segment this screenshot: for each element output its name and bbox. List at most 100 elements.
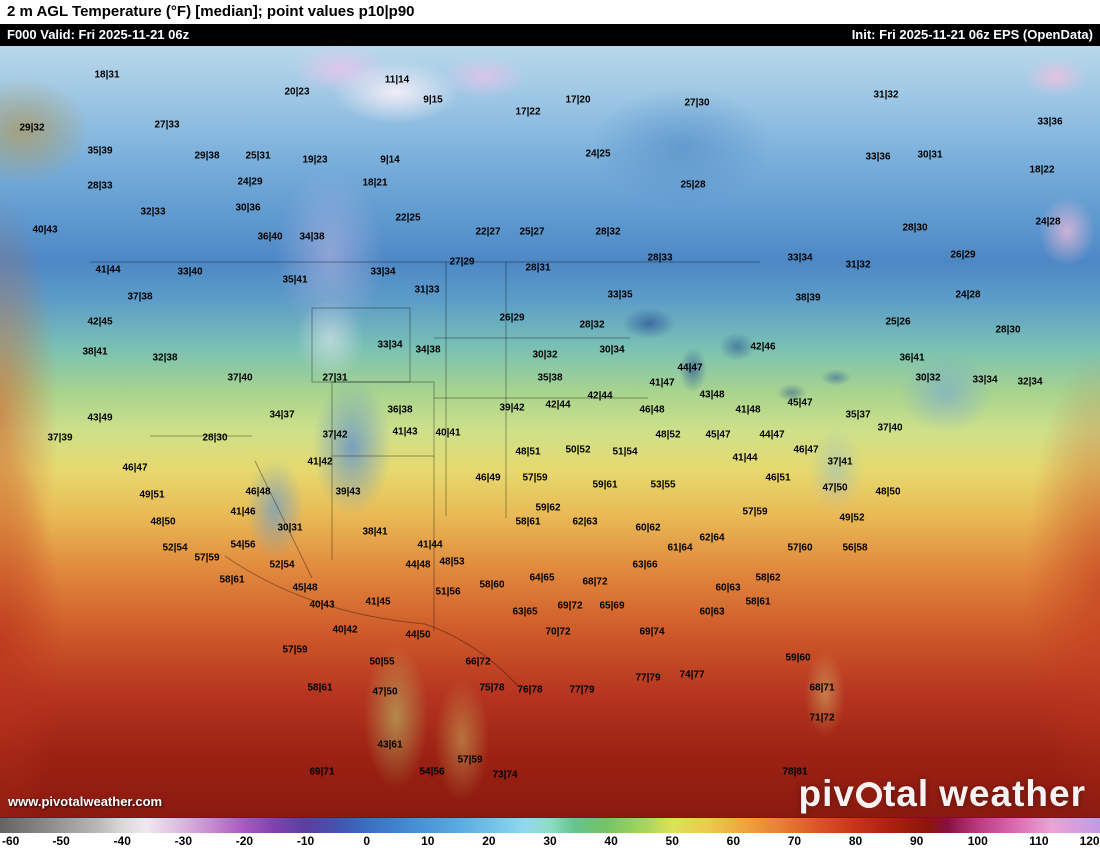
point-value: 59|62 <box>535 502 561 514</box>
point-value: 40|42 <box>332 624 358 636</box>
point-value: 33|35 <box>607 289 633 301</box>
point-value: 57|59 <box>282 644 308 656</box>
point-value: 71|72 <box>809 712 835 724</box>
point-value: 42|44 <box>587 390 613 402</box>
point-value: 34|37 <box>269 409 295 421</box>
point-value: 69|74 <box>639 626 665 638</box>
point-value: 69|72 <box>557 600 583 612</box>
point-value: 45|47 <box>705 429 731 441</box>
point-value: 48|52 <box>655 429 681 441</box>
point-value: 66|72 <box>465 656 491 668</box>
point-value: 27|29 <box>449 256 475 268</box>
colorbar-tick-label: -10 <box>296 834 315 848</box>
colorbar-tick-label: 90 <box>909 834 924 848</box>
colorbar-tick-label: 60 <box>726 834 741 848</box>
point-value: 51|56 <box>435 586 461 598</box>
colorbar-gradient <box>0 817 1100 833</box>
logo-text-tal: tal <box>882 773 930 814</box>
point-value: 17|20 <box>565 94 591 106</box>
point-value: 38|41 <box>82 346 108 358</box>
point-value: 37|40 <box>227 372 253 384</box>
point-value: 33|34 <box>370 266 396 278</box>
point-value: 60|63 <box>699 606 725 618</box>
point-value: 35|41 <box>282 274 308 286</box>
point-value: 76|78 <box>517 684 543 696</box>
point-value: 47|50 <box>372 686 398 698</box>
point-value: 41|48 <box>735 404 761 416</box>
point-value: 48|50 <box>875 486 901 498</box>
point-value: 46|47 <box>122 462 148 474</box>
point-value: 28|32 <box>579 319 605 331</box>
title-bar: 2 m AGL Temperature (°F) [median]; point… <box>0 0 1100 24</box>
point-value: 42|46 <box>750 341 776 353</box>
point-value: 37|41 <box>827 456 853 468</box>
point-value: 60|62 <box>635 522 661 534</box>
point-value: 50|52 <box>565 444 591 456</box>
pivotal-logo-ring-icon <box>855 782 882 808</box>
point-value: 30|31 <box>917 149 943 161</box>
colorbar-tick-label: 20 <box>482 834 496 848</box>
point-value: 44|47 <box>759 429 785 441</box>
point-value: 31|33 <box>414 284 440 296</box>
point-value: 28|30 <box>202 432 228 444</box>
point-value: 77|79 <box>635 672 661 684</box>
point-value: 58|61 <box>307 682 333 694</box>
colorbar: -60 -50 -40 -30 -20 -10 0 10 20 30 40 50 60 70 80 90 100… <box>0 817 1100 850</box>
point-value: 9|14 <box>380 154 400 166</box>
colorbar-tick-label: -40 <box>113 834 131 848</box>
point-value: 57|60 <box>787 542 813 554</box>
point-value: 45|47 <box>787 397 813 409</box>
point-value: 43|49 <box>87 412 113 424</box>
point-value: 43|48 <box>699 389 725 401</box>
point-value: 44|48 <box>405 559 431 571</box>
point-value: 28|30 <box>902 222 928 234</box>
point-value: 47|50 <box>822 482 848 494</box>
point-value: 57|59 <box>522 472 548 484</box>
point-value: 37|42 <box>322 429 348 441</box>
point-value: 30|31 <box>277 522 303 534</box>
point-value: 34|38 <box>415 344 441 356</box>
point-value: 52|54 <box>162 542 188 554</box>
point-value: 35|38 <box>537 372 563 384</box>
point-value: 44|47 <box>677 362 703 374</box>
valid-time-label: F000 Valid: Fri 2025-11-21 06z <box>7 27 190 42</box>
colorbar-tick-label: 120 <box>1079 834 1100 848</box>
point-value: 41|44 <box>732 452 758 464</box>
colorbar-ticks: -60 -50 -40 -30 -20 -10 0 10 20 30 40 50 60 70 80 90 100… <box>0 833 1100 850</box>
point-value: 46|47 <box>793 444 819 456</box>
point-value: 24|29 <box>237 176 263 188</box>
point-value: 38|41 <box>362 526 388 538</box>
point-value: 36|40 <box>257 231 283 243</box>
point-value: 61|64 <box>667 542 693 554</box>
point-value: 41|47 <box>649 377 675 389</box>
state-borders <box>90 261 760 687</box>
point-value: 18|21 <box>362 177 388 189</box>
pivotal-weather-logo: piv tal weather <box>799 773 1087 815</box>
point-value: 49|51 <box>139 489 165 501</box>
point-value: 41|45 <box>365 596 391 608</box>
point-value: 33|36 <box>1037 116 1063 128</box>
point-value: 31|32 <box>845 259 871 271</box>
colorbar-tick-label: 80 <box>848 834 863 848</box>
logo-text-weather: weather <box>939 773 1086 814</box>
point-value: 30|32 <box>915 372 941 384</box>
map[interactable]: www.pivotalweather.com piv tal weather 18|… <box>0 46 1100 817</box>
point-value: 52|54 <box>269 559 295 571</box>
colorbar-tick-label: -20 <box>235 834 254 848</box>
point-value: 18|31 <box>94 69 120 81</box>
point-value: 30|32 <box>532 349 558 361</box>
point-value: 56|58 <box>842 542 868 554</box>
point-value: 22|27 <box>475 226 501 238</box>
point-value: 48|51 <box>515 446 541 458</box>
point-value: 25|31 <box>245 150 271 162</box>
point-value: 17|22 <box>515 106 541 118</box>
colorbar-tick-label: 100 <box>967 834 988 848</box>
point-value: 73|74 <box>492 769 518 781</box>
point-value: 45|48 <box>292 582 318 594</box>
point-value: 30|36 <box>235 202 261 214</box>
point-value: 46|48 <box>245 486 271 498</box>
point-value: 37|39 <box>47 432 73 444</box>
colorbar-tick-label: 70 <box>787 834 802 848</box>
point-value: 48|50 <box>150 516 176 528</box>
point-value: 50|55 <box>369 656 395 668</box>
